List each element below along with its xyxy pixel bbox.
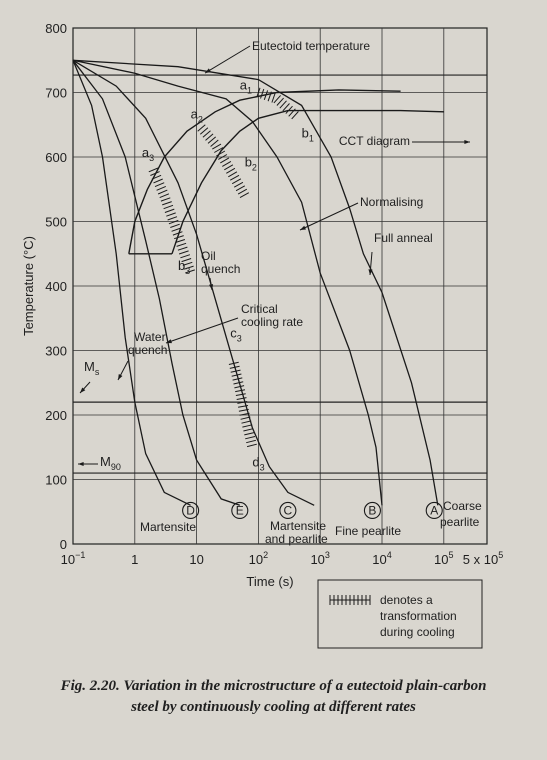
arrow-critical-head xyxy=(166,339,172,344)
point-label-b1: b1 xyxy=(302,126,314,144)
label-group: a1 b1 a2 b2 a3 b3 c3 d3 D E C B A Eutectoid temperatu… xyxy=(78,39,483,649)
label-critical-2: cooling rate xyxy=(241,315,303,329)
grid-group xyxy=(73,28,487,544)
y-tick-label-600: 600 xyxy=(45,150,67,165)
label-critical-1: Critical xyxy=(241,302,278,316)
x-axis-title: Time (s) xyxy=(246,574,293,589)
cct-finish-curve xyxy=(171,109,444,255)
end-circle-B xyxy=(363,501,381,520)
point-label-a3: a3 xyxy=(142,145,154,163)
label-martensite: Martensite xyxy=(140,520,196,534)
cooling-curve-C xyxy=(72,59,315,506)
cooling-curve-A xyxy=(72,59,439,506)
label-water-2: quench xyxy=(128,343,167,357)
label-full-anneal: Full anneal xyxy=(374,231,433,245)
caption-line-1: Fig. 2.20. Variation in the microstructu… xyxy=(60,678,487,694)
cooling-curve-B xyxy=(72,59,383,506)
end-letter-B: B xyxy=(368,503,376,517)
transformation-hatch-a1 xyxy=(256,87,299,120)
arrow-ms-head xyxy=(80,387,86,393)
x-tick-label-5: 104 xyxy=(372,550,391,567)
label-eutectoid-temperature: Eutectoid temperature xyxy=(252,39,370,53)
label-martensite-pearlite-2: and pearlite xyxy=(265,532,328,546)
y-tick-label-100: 100 xyxy=(45,473,67,488)
label-oil-2: quench xyxy=(201,262,240,276)
point-label-b2: b2 xyxy=(245,155,257,173)
cct-start-curve xyxy=(128,89,401,254)
label-coarse-2: pearlite xyxy=(440,515,480,529)
caption-line-2: steel by continuously cooling at differe… xyxy=(131,699,416,715)
label-cct-diagram: CCT diagram xyxy=(339,134,410,148)
x-tick-label-6: 105 xyxy=(434,550,453,567)
transformation-hatch-c3 xyxy=(228,361,257,448)
x-tick-label-7: 5 x 105 xyxy=(463,550,503,567)
end-circle-C xyxy=(279,501,297,520)
x-tick-label-2: 10 xyxy=(189,552,203,567)
arrow-normalising-line xyxy=(299,202,359,231)
label-water-1: Water xyxy=(134,330,166,344)
cooling-curve-D xyxy=(72,60,191,506)
end-circle-D xyxy=(182,501,200,520)
arrow-cct-right-head xyxy=(464,139,470,145)
y-tick-label-0: 0 xyxy=(60,537,67,552)
point-label-a2: a2 xyxy=(191,106,203,124)
legend-line-2: transformation xyxy=(380,609,457,623)
label-oil-1: Oil xyxy=(201,249,216,263)
y-axis-title: Temperature (°C) xyxy=(21,236,36,336)
arrow-eutectoid-head xyxy=(205,68,211,74)
arrow-normalising-head xyxy=(300,225,306,230)
end-letter-E: E xyxy=(236,503,244,517)
x-tick-label-1: 1 xyxy=(131,552,138,567)
curve-group xyxy=(72,59,487,506)
tick-group: 0 100 200 300 400 500 600 700 800 10−1 1 10 102 103 10… xyxy=(21,21,503,589)
hatch-group xyxy=(148,87,299,448)
end-letter-A: A xyxy=(430,503,438,517)
arrow-critical-line xyxy=(165,317,239,344)
y-tick-label-200: 200 xyxy=(45,408,67,423)
x-tick-label-4: 103 xyxy=(310,550,329,567)
legend-box xyxy=(317,579,483,649)
arrow-eutectoid-line xyxy=(204,45,251,74)
end-circle-A xyxy=(425,501,443,520)
label-m90: M90 xyxy=(100,454,121,472)
y-tick-label-300: 300 xyxy=(45,344,67,359)
label-normalising: Normalising xyxy=(360,195,423,209)
transformation-hatch-a2 xyxy=(197,124,250,199)
point-label-a1: a1 xyxy=(240,77,252,95)
point-label-b3: b3 xyxy=(178,258,190,276)
y-tick-label-400: 400 xyxy=(45,279,67,294)
arrow-full-anneal-head xyxy=(368,269,373,275)
point-label-d3: d3 xyxy=(252,455,264,473)
arrow-oil-head xyxy=(209,284,214,290)
y-tick-label-700: 700 xyxy=(45,86,67,101)
y-tick-label-500: 500 xyxy=(45,215,67,230)
x-tick-label-3: 102 xyxy=(249,550,268,567)
point-label-c3: c3 xyxy=(230,326,242,344)
end-letter-D: D xyxy=(186,503,195,517)
arrow-m90-head xyxy=(78,461,84,467)
label-coarse-1: Coarse xyxy=(443,499,482,513)
end-circle-E xyxy=(231,501,249,520)
transformation-hatch-a3 xyxy=(148,167,195,274)
legend-line-1: denotes a xyxy=(380,593,433,607)
label-martensite-pearlite-1: Martensite xyxy=(270,519,326,533)
end-letter-C: C xyxy=(284,503,293,517)
legend-line-3: during cooling xyxy=(380,625,455,639)
figure-caption: Fig. 2.20. Variation in the microstructu… xyxy=(20,676,527,718)
arrow-water-head xyxy=(118,374,123,380)
label-fine-pearlite: Fine pearlite xyxy=(335,524,401,538)
label-ms: Ms xyxy=(84,359,100,377)
cooling-curve-E xyxy=(72,59,241,506)
legend-hatch-symbol xyxy=(329,595,371,605)
y-tick-label-800: 800 xyxy=(45,21,67,36)
x-tick-label-0: 10−1 xyxy=(61,550,86,567)
